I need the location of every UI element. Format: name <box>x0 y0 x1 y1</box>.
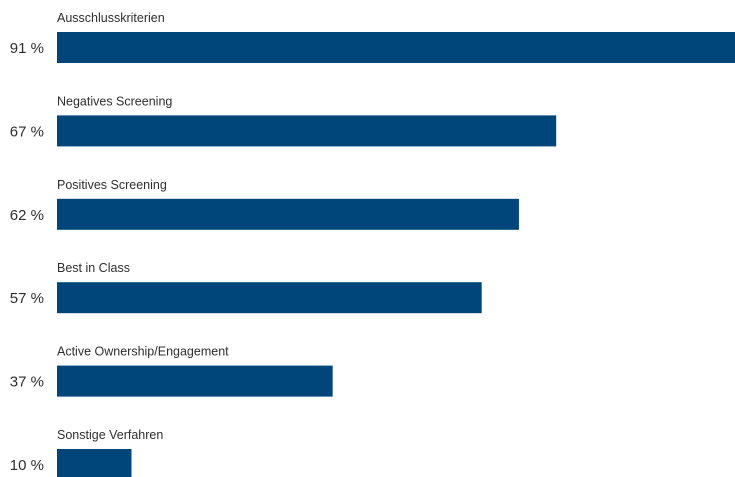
category-label: Active Ownership/Engagement <box>57 345 229 359</box>
bar <box>57 282 482 314</box>
category-label: Negatives Screening <box>57 94 172 108</box>
bar <box>57 32 735 63</box>
value-label: 91 % <box>10 40 44 57</box>
category-label: Ausschlusskriterien <box>57 11 165 25</box>
value-label: 37 % <box>10 374 44 391</box>
bar <box>57 115 557 147</box>
value-label: 57 % <box>10 290 44 307</box>
bar <box>57 365 333 397</box>
value-label: 10 % <box>10 457 44 474</box>
category-label: Positives Screening <box>57 178 167 192</box>
value-label: 62 % <box>10 207 44 224</box>
category-label: Sonstige Verfahren <box>57 428 163 442</box>
category-label: Best in Class <box>57 261 130 275</box>
bar <box>57 449 132 477</box>
bar <box>57 198 519 230</box>
value-label: 67 % <box>10 123 44 140</box>
